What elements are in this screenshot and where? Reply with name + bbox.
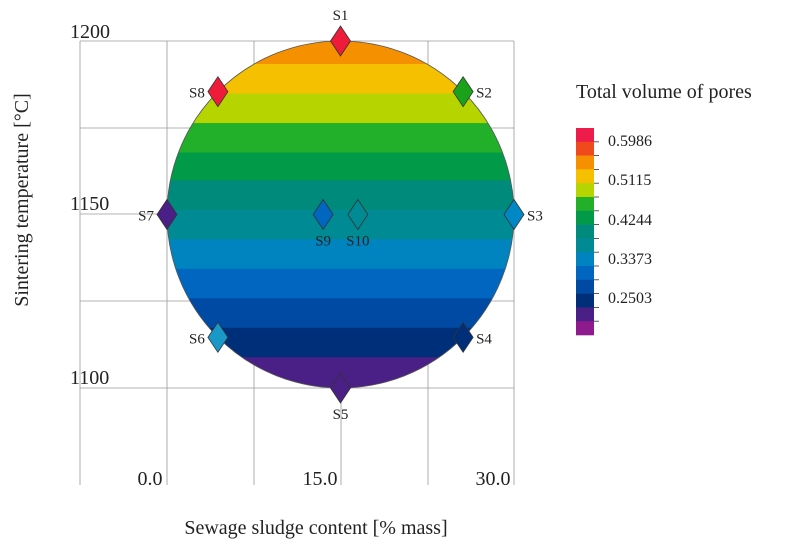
design-point-s5 bbox=[330, 372, 351, 404]
point-label-s5: S5 bbox=[333, 407, 349, 423]
point-label-s3: S3 bbox=[527, 209, 543, 225]
point-label-s2: S2 bbox=[476, 86, 492, 102]
legend-swatch bbox=[576, 321, 594, 336]
contour-band bbox=[167, 297, 514, 328]
y-axis-label: Sintering temperature [°C] bbox=[11, 93, 33, 307]
legend-label-0: 0.5986 bbox=[608, 133, 652, 150]
contour-band bbox=[167, 268, 514, 299]
legend-swatch bbox=[576, 252, 594, 267]
legend-swatch bbox=[576, 224, 594, 239]
legend-label-2: 0.4244 bbox=[608, 212, 652, 229]
design-point-s6 bbox=[207, 321, 229, 354]
y-tick-1100: 1100 bbox=[70, 367, 109, 389]
point-label-s8: S8 bbox=[189, 86, 205, 102]
design-point-s10 bbox=[347, 198, 369, 231]
legend-swatch bbox=[576, 128, 594, 143]
legend-swatch bbox=[576, 279, 594, 294]
contour-band bbox=[167, 238, 514, 269]
design-point-s3 bbox=[503, 198, 525, 231]
y-tick-1150: 1150 bbox=[70, 193, 109, 215]
design-point-s4 bbox=[452, 321, 474, 354]
legend-swatch bbox=[576, 266, 594, 281]
contour-band bbox=[167, 209, 514, 240]
x-tick-2: 30.0 bbox=[476, 468, 511, 490]
legend-swatch bbox=[576, 293, 594, 308]
legend-swatch bbox=[576, 307, 594, 322]
legend-swatch bbox=[576, 238, 594, 253]
legend-swatch bbox=[576, 169, 594, 184]
contour-band bbox=[167, 93, 514, 124]
point-label-s10: S10 bbox=[346, 234, 369, 250]
design-point-s8 bbox=[207, 75, 229, 108]
legend-swatch bbox=[576, 155, 594, 170]
contour-band bbox=[167, 152, 514, 181]
legend-swatch bbox=[576, 210, 594, 225]
design-point-s2 bbox=[452, 75, 474, 108]
x-axis-label: Sewage sludge content [% mass] bbox=[184, 517, 447, 539]
point-label-s7: S7 bbox=[138, 209, 154, 225]
legend-label-4: 0.2503 bbox=[608, 290, 652, 307]
point-label-s6: S6 bbox=[189, 331, 205, 347]
y-tick-1200: 1200 bbox=[70, 21, 110, 43]
legend-swatch bbox=[576, 141, 594, 156]
design-point-s9 bbox=[312, 198, 334, 231]
contour-band bbox=[167, 122, 514, 153]
legend-label-1: 0.5115 bbox=[608, 172, 651, 189]
design-point-s7 bbox=[156, 198, 178, 231]
legend-label-3: 0.3373 bbox=[608, 251, 652, 268]
legend-colorbar bbox=[576, 128, 599, 336]
x-tick-0: 0.0 bbox=[138, 468, 163, 490]
contour-band bbox=[167, 179, 514, 210]
point-label-s4: S4 bbox=[476, 331, 492, 347]
design-point-s1 bbox=[330, 25, 351, 57]
design-points: S1 S2 S3 S4 S5 S6 S7 S8 S9 S10 bbox=[138, 8, 543, 423]
legend-swatch bbox=[576, 197, 594, 212]
legend-swatch bbox=[576, 183, 594, 198]
legend-title: Total volume of pores bbox=[576, 81, 752, 103]
point-label-s1: S1 bbox=[333, 8, 349, 24]
point-label-s9: S9 bbox=[315, 234, 331, 250]
x-tick-1: 15.0 bbox=[303, 468, 338, 490]
